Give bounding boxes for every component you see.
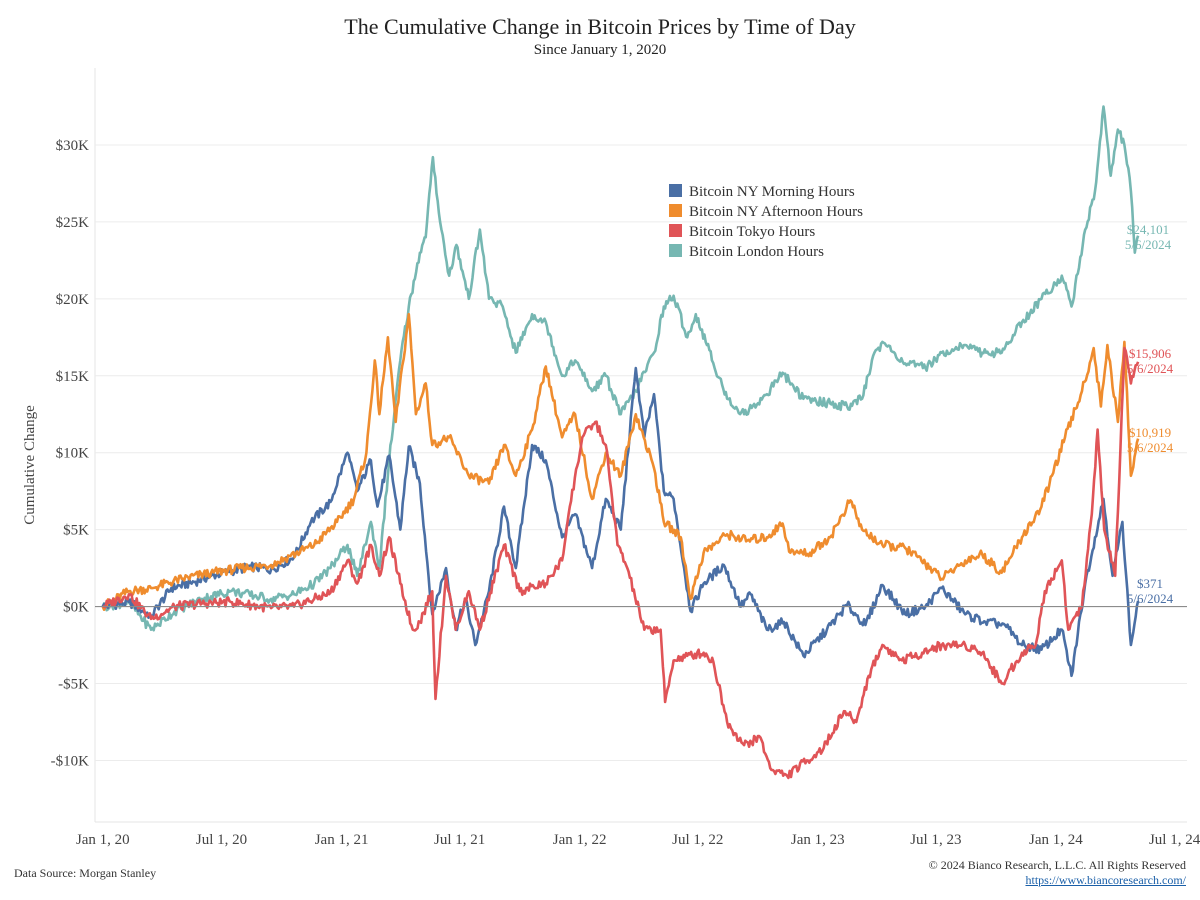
y-tick-label: $10K (56, 446, 90, 462)
series-line (103, 314, 1138, 610)
legend-swatch (669, 244, 682, 257)
x-tick-label: Jan 1, 23 (791, 832, 845, 848)
line-chart: -$10K -$5K $0K $5K $10K $15K $20K $25K $30K Jan 1… (0, 0, 1200, 900)
copyright-block: © 2024 Bianco Research, L.L.C. All Right… (929, 858, 1186, 888)
y-tick-label: $15K (56, 369, 90, 385)
data-source-note: Data Source: Morgan Stanley (14, 866, 156, 881)
legend-swatch (669, 184, 682, 197)
end-value-label: $24,101 (1127, 222, 1169, 237)
y-tick-label: $20K (56, 292, 90, 308)
x-tick-label: Jul 1, 22 (672, 832, 723, 848)
legend-entry: Bitcoin NY Morning Hours (689, 184, 855, 200)
y-tick-label: $25K (56, 215, 90, 231)
y-tick-label: $5K (63, 523, 89, 539)
y-tick-label: $0K (63, 600, 89, 616)
end-value-label: $371 (1137, 576, 1163, 591)
legend-entry: Bitcoin NY Afternoon Hours (689, 204, 863, 220)
y-tick-label: -$5K (58, 677, 89, 693)
x-tick-label: Jul 1, 23 (910, 832, 961, 848)
end-value-label: $10,919 (1129, 425, 1171, 440)
y-tick-label: $30K (56, 138, 90, 154)
x-tick-label: Jan 1, 20 (76, 832, 130, 848)
website-link[interactable]: https://www.biancoresearch.com/ (1025, 873, 1186, 887)
x-tick-label: Jul 1, 21 (434, 832, 485, 848)
end-date-label: 5/6/2024 (1125, 237, 1172, 252)
legend-entry: Bitcoin Tokyo Hours (689, 224, 815, 240)
legend-entry: Bitcoin London Hours (689, 244, 824, 260)
legend-swatch (669, 204, 682, 217)
end-date-label: 5/6/2024 (1127, 361, 1174, 376)
copyright-text: © 2024 Bianco Research, L.L.C. All Right… (929, 858, 1186, 873)
x-tick-label: Jan 1, 24 (1029, 832, 1083, 848)
end-date-label: 5/6/2024 (1127, 440, 1174, 455)
x-tick-label: Jan 1, 22 (553, 832, 607, 848)
y-tick-label: -$10K (51, 753, 89, 769)
y-axis-label: Cumulative Change (22, 405, 38, 525)
x-tick-label: Jul 1, 24 (1149, 832, 1200, 848)
x-tick-label: Jul 1, 20 (196, 832, 247, 848)
end-value-label: $15,906 (1129, 346, 1172, 361)
x-tick-label: Jan 1, 21 (315, 832, 369, 848)
end-date-label: 5/6/2024 (1127, 591, 1174, 606)
legend-swatch (669, 224, 682, 237)
